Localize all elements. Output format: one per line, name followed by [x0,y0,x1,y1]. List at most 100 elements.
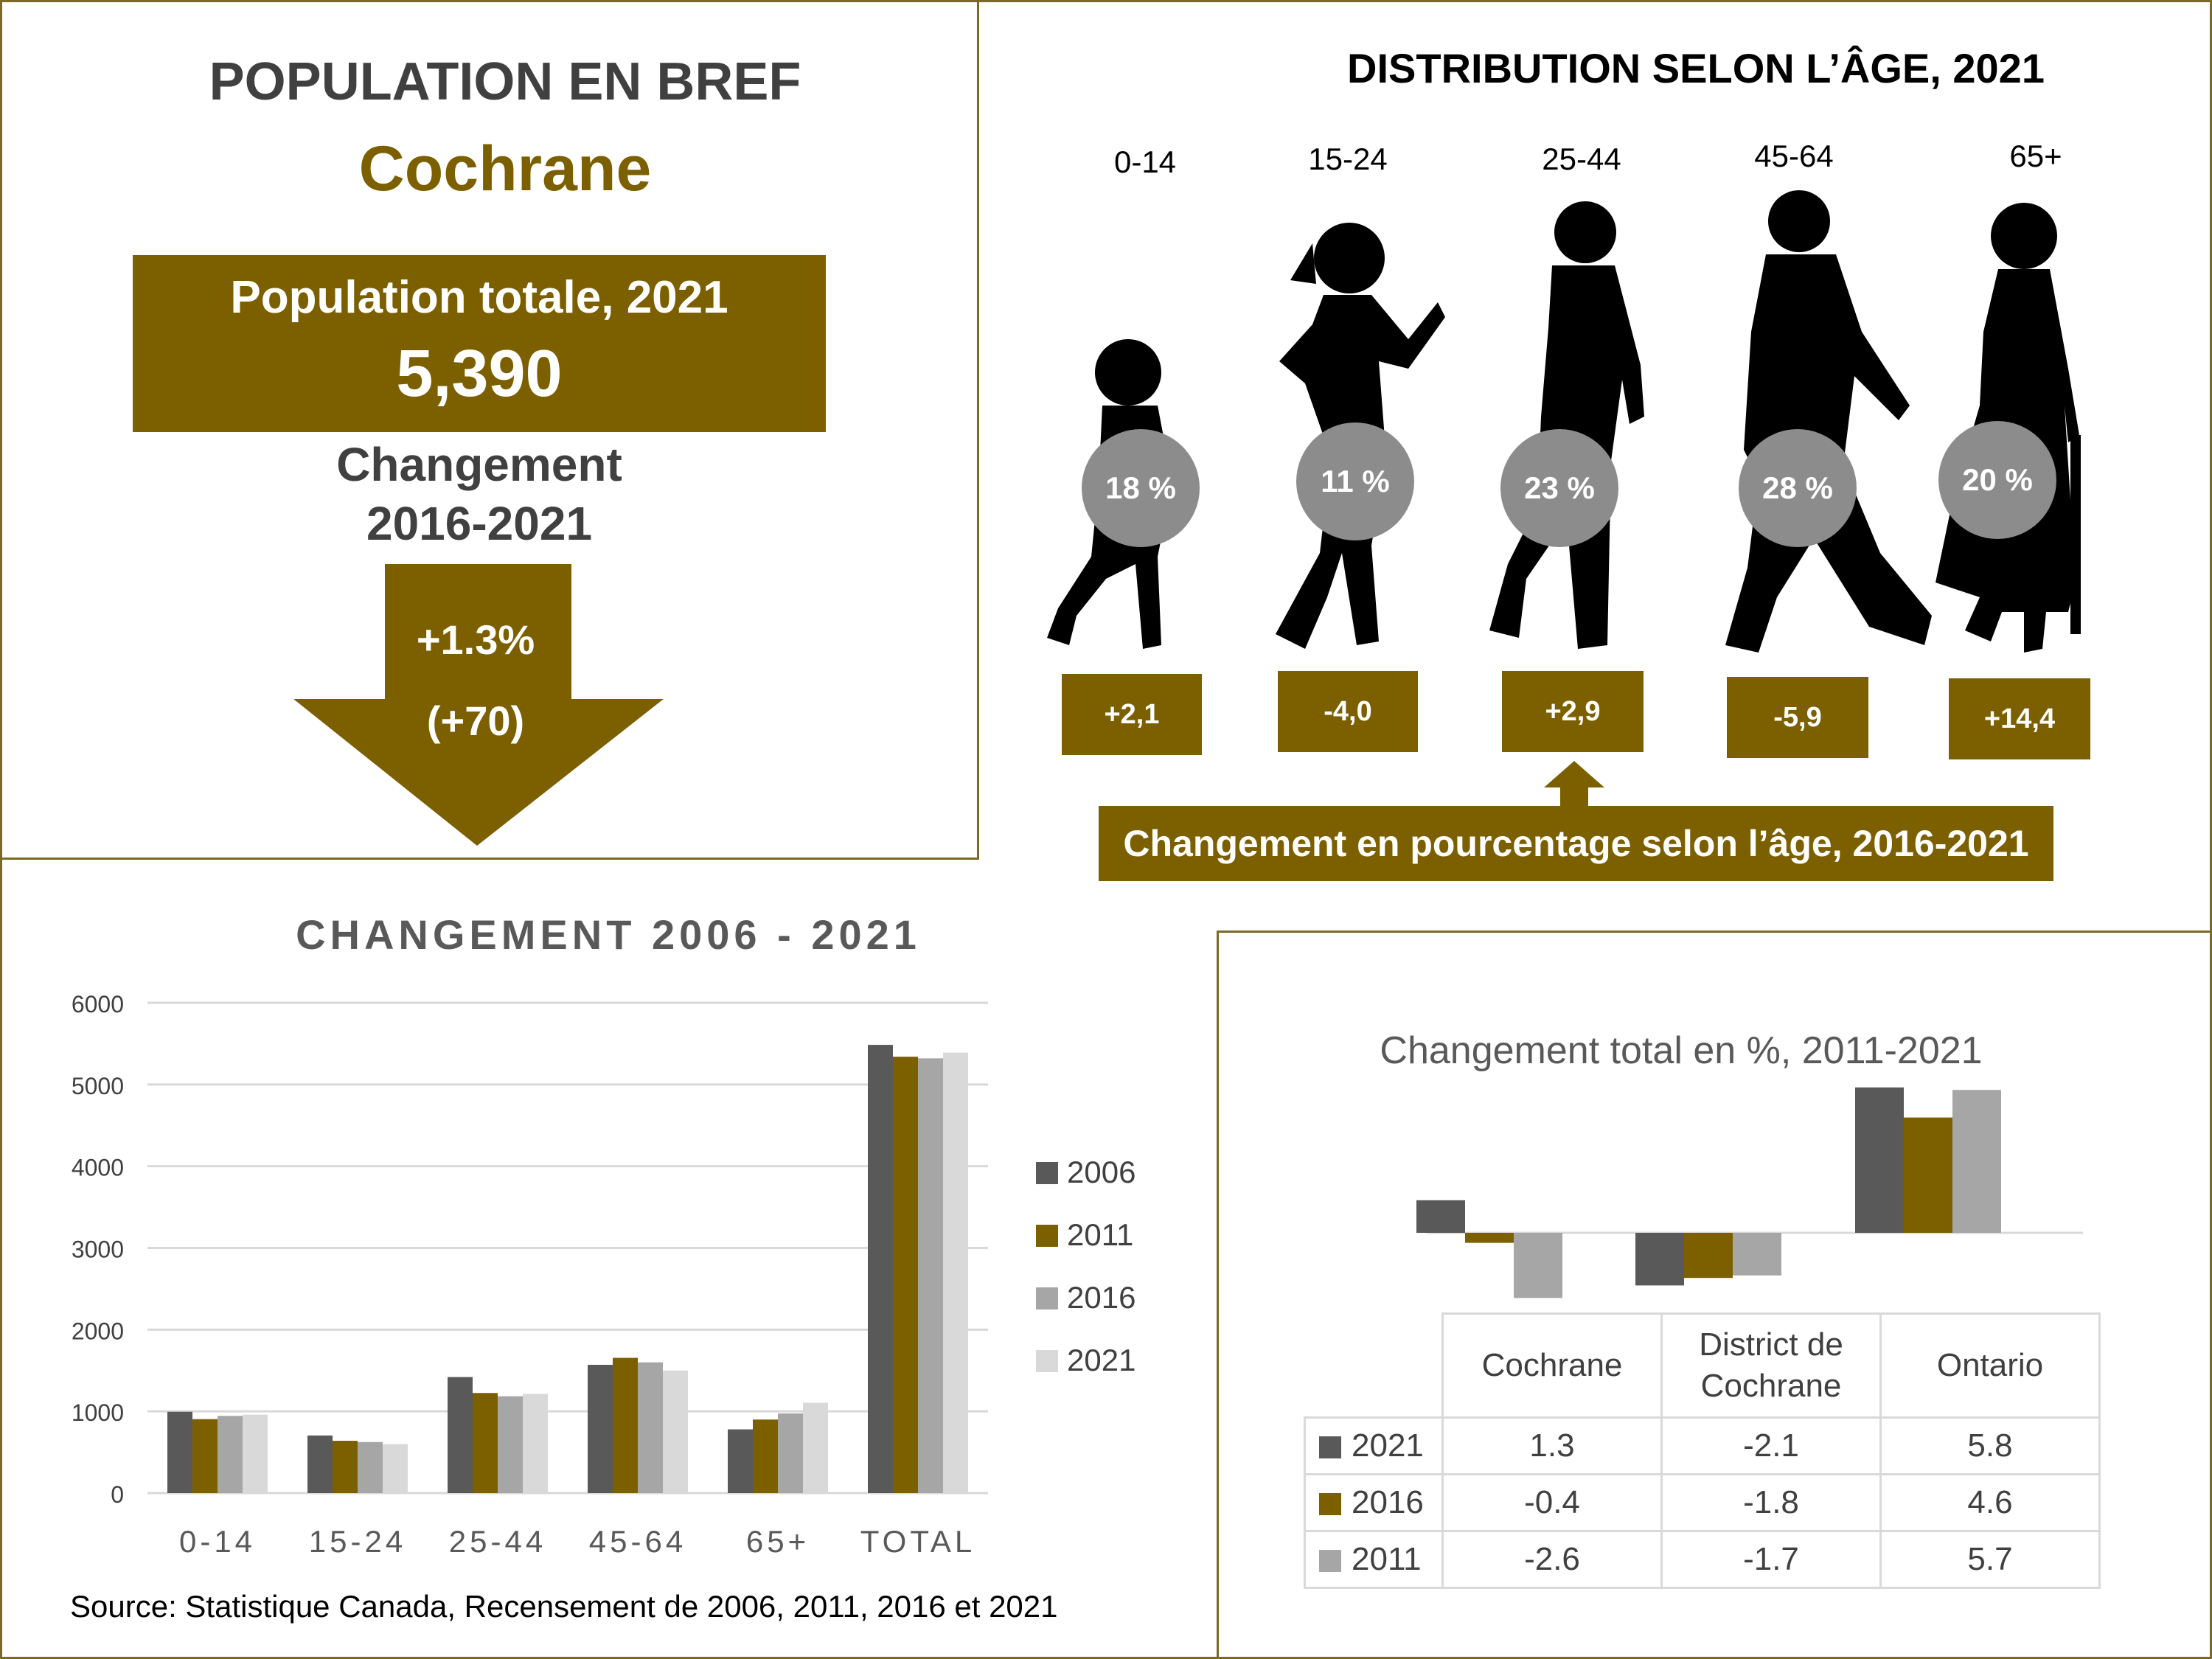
legend-key-2016: 2016 [1304,1473,1444,1532]
total-change-data-table: Cochrane District de Cochrane Ontario 20… [1304,1312,2101,1589]
frame-right [2210,0,2212,1659]
change-label-line1: Changement [336,438,622,491]
bar-2011 [893,1057,918,1493]
y-tick-label: 6000 [72,991,124,1018]
legend-swatch [1036,1162,1058,1184]
table-cell: 1.3 [1441,1416,1663,1475]
bar-2006 [868,1045,893,1493]
age-group-label: 65+ [2009,139,2062,173]
legend-swatch [1036,1287,1058,1310]
x-tick-label: 15-24 [309,1524,406,1559]
legend-label: 2006 [1067,1155,1135,1189]
table-row: 2016 -0.4 -1.8 4.6 [1304,1473,2101,1532]
age-change-banner: Changement en pourcentage selon l’âge, 2… [1099,806,2053,881]
source-note: Source: Statistique Canada, Recensement … [70,1589,1058,1624]
bar-2006 [167,1411,192,1493]
age-change-box: -5,9 [1727,677,1868,758]
total-change-bar-chart [1416,1087,2083,1298]
total-population-value: 5,390 [396,337,563,411]
x-tick-label: 0-14 [179,1524,256,1559]
frame-top [0,0,2212,2]
banner-up-arrow-icon [1544,761,1604,810]
bar-2016 [918,1058,943,1493]
age-group-label: 25-44 [1542,142,1621,176]
bar-2006 [588,1364,613,1493]
bar-2006 [307,1435,333,1493]
bar-2016 [218,1416,243,1493]
legend-swatch [1319,1550,1341,1573]
frame-divider-tl-right [977,0,979,859]
table-cell: -2.6 [1441,1530,1663,1589]
change-arrow-icon [293,564,664,846]
bar-2011 [613,1357,638,1493]
change-label: Changement 2016-2021 [184,435,774,553]
age-change-box: +2,1 [1062,674,1202,755]
bar-2021 [943,1052,968,1493]
table-cell: 4.6 [1879,1473,2101,1532]
legend-swatch [1036,1225,1058,1247]
legend-swatch [1319,1493,1341,1516]
y-tick-label: 3000 [72,1237,124,1263]
y-tick-label: 4000 [72,1155,124,1181]
legend-key-2021: 2021 [1304,1416,1444,1475]
bar-2006 [448,1377,473,1493]
y-tick-label: 0 [111,1481,124,1508]
bar-2021 [663,1370,688,1493]
x-tick-label: TOTAL [860,1524,975,1559]
table-cell: -1.7 [1660,1530,1882,1589]
bar-2016 [498,1396,523,1493]
total-population-box: Population totale, 2021 5,390 [133,255,826,432]
legend-swatch [1036,1350,1058,1372]
history-chart-title: CHANGEMENT 2006 - 2021 [296,911,921,958]
bar-2011 [333,1441,358,1493]
legend-swatch [1319,1436,1341,1459]
table-header-cell: Cochrane [1441,1312,1663,1419]
middle-aged-silhouette-icon [1725,190,1932,653]
bar-2016 [1465,1233,1514,1243]
age-share-circle: 20 % [1938,421,2056,539]
age-change-box: -4,0 [1278,671,1418,752]
history-bar-chart: 0 1000 2000 3000 4000 5000 6000 0-14 15-24 25-44 4… [72,991,1136,1559]
x-tick-label: 25-44 [449,1524,546,1559]
change-label-line2: 2016-2021 [366,497,593,550]
bar-2016 [1684,1233,1733,1279]
age-distribution-title: DISTRIBUTION SELON L’ÂGE, 2021 [1347,45,2045,91]
bar-2021 [1855,1087,1904,1233]
frame-divider-br-top [1217,931,2212,933]
bar-2021 [1416,1200,1465,1233]
bar-2021 [383,1444,408,1493]
bar-2021 [803,1402,828,1493]
frame-divider-tl-bottom [0,858,979,860]
bar-2011 [1514,1233,1562,1298]
table-header-cell: Ontario [1879,1312,2101,1419]
frame-bottom [0,1657,2212,1659]
table-row: 2011 -2.6 -1.7 5.7 [1304,1530,2101,1589]
total-population-label: Population totale, 2021 [230,272,728,323]
place-name: Cochrane [358,133,652,204]
x-tick-label: 45-64 [589,1524,686,1559]
total-change-chart-title: Changement total en %, 2011-2021 [1380,1029,1983,1072]
table-row: 2021 1.3 -2.1 5.8 [1304,1416,2101,1475]
bar-2006 [728,1429,753,1493]
bar-2011 [753,1419,778,1493]
bar-2011 [473,1393,498,1493]
table-cell: 5.7 [1879,1530,2101,1589]
age-change-box: +14,4 [1949,678,2090,759]
bar-2016 [1904,1117,1952,1233]
legend-key-2011: 2011 [1304,1530,1444,1589]
change-absolute: (+70) [426,698,525,744]
bar-2011 [1733,1233,1781,1276]
age-group-label: 45-64 [1754,139,1834,173]
y-tick-label: 1000 [72,1399,124,1426]
bar-2021 [523,1394,548,1493]
y-tick-label: 2000 [72,1318,124,1344]
table-cell: -0.4 [1441,1473,1663,1532]
legend-label: 2016 [1067,1280,1135,1315]
frame-left [0,0,2,1659]
age-share-circle: 23 % [1500,429,1618,547]
bar-2016 [638,1362,663,1493]
age-share-circle: 11 % [1296,422,1414,540]
table-cell: 5.8 [1879,1416,2101,1475]
change-percent: +1.3% [416,616,535,663]
y-tick-label: 5000 [72,1073,124,1099]
